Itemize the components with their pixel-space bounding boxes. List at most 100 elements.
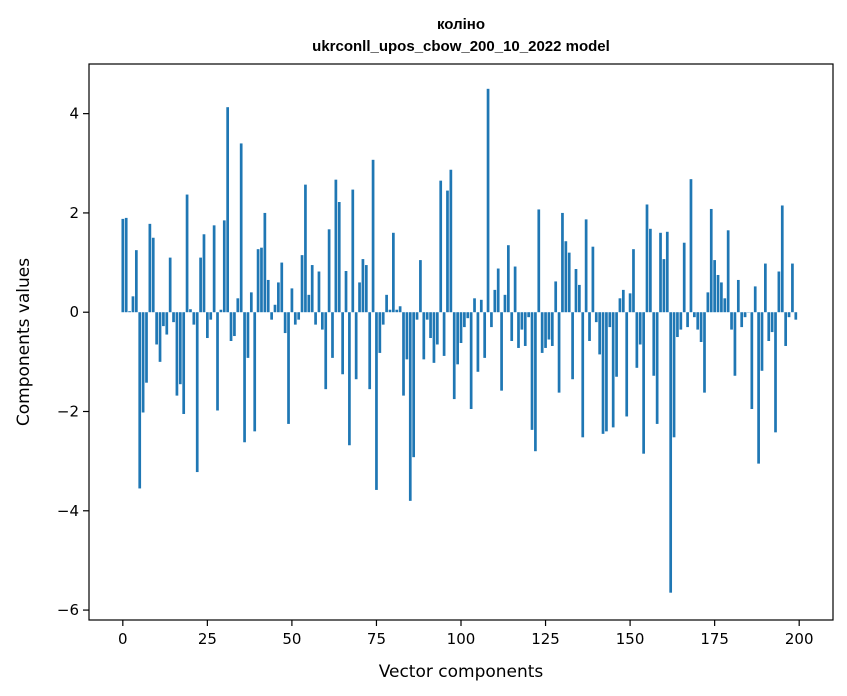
bar [601, 312, 605, 434]
bar [473, 298, 476, 313]
bar [175, 312, 179, 396]
bar [523, 312, 527, 346]
bar [777, 271, 781, 313]
bar [750, 312, 754, 410]
bar [791, 263, 794, 313]
bar [716, 274, 720, 313]
bar [304, 184, 307, 313]
bar [341, 312, 344, 375]
bar [618, 298, 622, 313]
chart-title: коліно [437, 16, 485, 33]
bar [398, 306, 402, 313]
bar [554, 281, 558, 313]
bar [155, 312, 158, 345]
bar [229, 312, 233, 341]
bar [185, 194, 189, 313]
bar [676, 312, 679, 338]
bar [442, 312, 446, 356]
bar [578, 284, 581, 313]
bar [730, 312, 733, 330]
bar [743, 312, 747, 318]
bar [703, 312, 706, 393]
bar-series [121, 88, 798, 593]
bar [266, 279, 270, 313]
bar [679, 312, 683, 330]
bar [243, 312, 246, 443]
bar [608, 312, 612, 328]
bar [439, 180, 443, 313]
x-tick-label: 25 [198, 630, 217, 648]
bar [290, 288, 294, 313]
bar [699, 312, 703, 342]
bar [371, 159, 375, 313]
bar [178, 312, 182, 385]
bar [770, 312, 774, 333]
bar [364, 265, 368, 313]
bar [540, 312, 544, 353]
bar [344, 271, 348, 313]
bar [283, 312, 287, 334]
plot-frame [88, 63, 834, 621]
bar [385, 294, 388, 313]
bar [402, 312, 405, 396]
bar [246, 312, 250, 358]
bar [696, 312, 700, 330]
bar [287, 312, 290, 424]
bar [662, 259, 666, 313]
bar [317, 271, 321, 313]
bar [459, 312, 463, 343]
bar [713, 260, 716, 313]
bar [490, 312, 493, 328]
bar [435, 312, 439, 345]
bar [412, 312, 416, 458]
bar [594, 312, 598, 323]
bar [513, 266, 517, 313]
x-axis-ticks: 0 25 50 75 100 125 150 175 200 [118, 620, 814, 648]
bar [628, 293, 632, 313]
bar [496, 268, 500, 313]
bar [733, 312, 737, 376]
bar [591, 246, 595, 313]
bar [165, 312, 169, 335]
bar [534, 312, 537, 452]
bar [327, 229, 331, 313]
bar [151, 237, 155, 313]
bar [249, 292, 253, 313]
bar [206, 312, 209, 339]
bar [253, 312, 257, 432]
bar [314, 312, 317, 325]
bar [503, 294, 507, 313]
bar [381, 312, 385, 325]
bar [706, 292, 710, 313]
bar [219, 309, 223, 313]
bar [720, 282, 723, 313]
bar [260, 247, 263, 313]
bar [672, 312, 676, 438]
bar [753, 286, 757, 313]
bar [148, 223, 152, 313]
bar [767, 312, 771, 341]
bar [277, 282, 280, 313]
x-tick-label: 125 [531, 630, 560, 648]
bar [649, 228, 652, 313]
bar [736, 279, 740, 313]
bar [669, 312, 673, 593]
bar [432, 312, 436, 363]
bar [784, 312, 788, 346]
bar [297, 312, 301, 320]
bar [476, 312, 480, 372]
bar [422, 312, 426, 360]
y-tick-label: 0 [69, 303, 79, 321]
bar [588, 312, 591, 341]
bar [598, 312, 602, 355]
bar [615, 312, 618, 377]
bar [375, 312, 378, 490]
bar [774, 312, 777, 433]
bar [605, 312, 608, 432]
bar [408, 312, 412, 501]
bar [351, 189, 355, 313]
bar [263, 212, 267, 313]
chart-subtitle: ukrconll_upos_cbow_200_10_2022 model [312, 38, 610, 55]
bar [740, 312, 744, 328]
bar [692, 312, 696, 318]
